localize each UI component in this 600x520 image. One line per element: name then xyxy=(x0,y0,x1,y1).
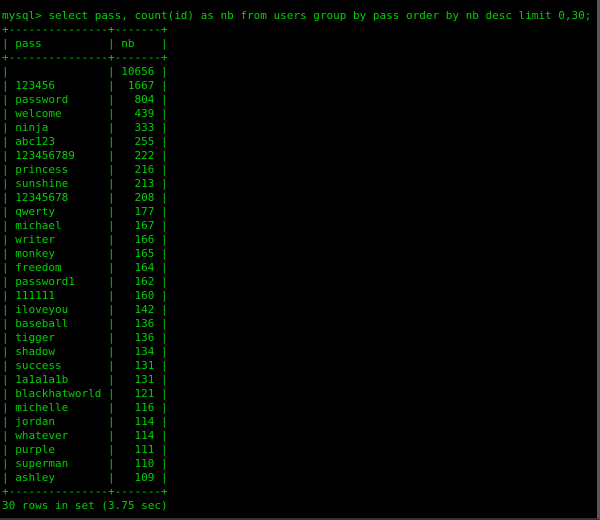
table-border: +---------------+-------+ xyxy=(2,485,168,498)
table-row: | success | 131 | xyxy=(2,359,168,372)
table-row: | qwerty | 177 | xyxy=(2,205,168,218)
table-row: | welcome | 439 | xyxy=(2,107,168,120)
table-row: | sunshine | 213 | xyxy=(2,177,168,190)
table-row: | 12345678 | 208 | xyxy=(2,191,168,204)
table-row: | abc123 | 255 | xyxy=(2,135,168,148)
table-header: | pass | nb | xyxy=(2,37,168,50)
table-row: | freedom | 164 | xyxy=(2,261,168,274)
table-border: +---------------+-------+ xyxy=(2,23,168,36)
terminal-output: mysql> select pass, count(id) as nb from… xyxy=(2,9,591,513)
table-row: | monkey | 165 | xyxy=(2,247,168,260)
table-row: | shadow | 134 | xyxy=(2,345,168,358)
table-row: | whatever | 114 | xyxy=(2,429,168,442)
table-row: | | 10656 | xyxy=(2,65,168,78)
table-row: | password | 804 | xyxy=(2,93,168,106)
table-row: | ashley | 109 | xyxy=(2,471,168,484)
command-text: select pass, count(id) as nb from users … xyxy=(48,9,592,22)
table-row: | writer | 166 | xyxy=(2,233,168,246)
command-line: mysql> select pass, count(id) as nb from… xyxy=(2,9,591,23)
table-row: | princess | 216 | xyxy=(2,163,168,176)
table-row: | 123456 | 1667 | xyxy=(2,79,168,92)
table-border: +---------------+-------+ xyxy=(2,51,168,64)
table-row: | 123456789 | 222 | xyxy=(2,149,168,162)
prompt: mysql> xyxy=(2,9,49,22)
table-row: | ninja | 333 | xyxy=(2,121,168,134)
table-row: | superman | 110 | xyxy=(2,457,168,470)
table-row: | password1 | 162 | xyxy=(2,275,168,288)
table-row: | blackhatworld | 121 | xyxy=(2,387,168,400)
table-row: | jordan | 114 | xyxy=(2,415,168,428)
table-row: | iloveyou | 142 | xyxy=(2,303,168,316)
table-row: | 111111 | 160 | xyxy=(2,289,168,302)
table-row: | 1a1a1a1b | 131 | xyxy=(2,373,168,386)
result-table: +---------------+-------+ | pass | nb | +-… xyxy=(2,23,591,499)
table-row: | tigger | 136 | xyxy=(2,331,168,344)
table-row: | baseball | 136 | xyxy=(2,317,168,330)
table-row: | purple | 111 | xyxy=(2,443,168,456)
table-row: | michelle | 116 | xyxy=(2,401,168,414)
result-status: 30 rows in set (3.75 sec) xyxy=(2,499,168,512)
table-row: | michael | 167 | xyxy=(2,219,168,232)
